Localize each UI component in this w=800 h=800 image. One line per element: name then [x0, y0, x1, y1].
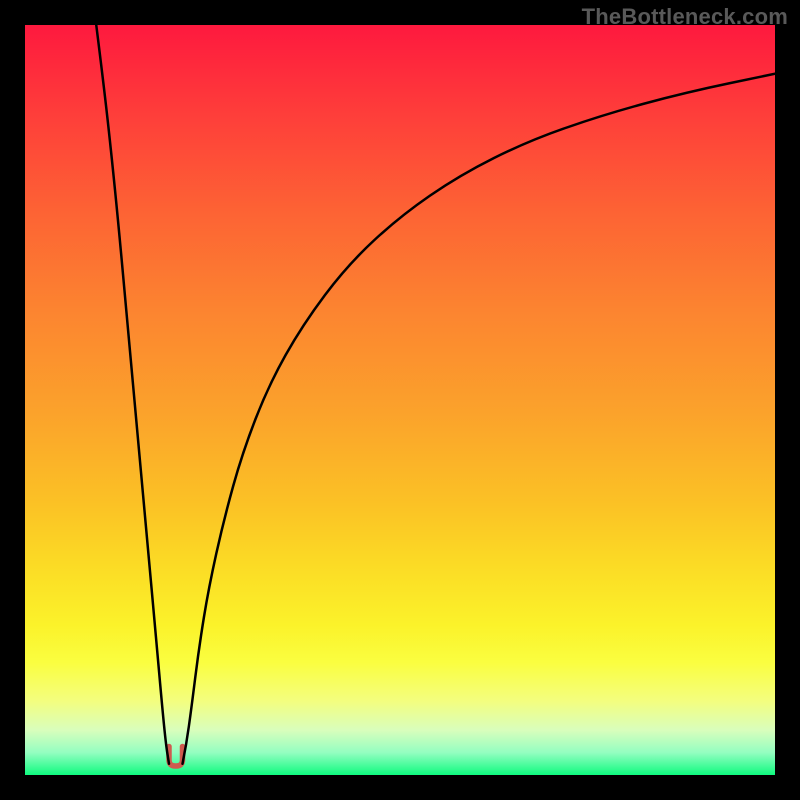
watermark-text: TheBottleneck.com	[582, 4, 788, 30]
bottleneck-plot	[25, 25, 775, 775]
plot-container	[25, 25, 775, 775]
chart-frame: TheBottleneck.com	[0, 0, 800, 800]
gradient-background	[25, 25, 775, 775]
